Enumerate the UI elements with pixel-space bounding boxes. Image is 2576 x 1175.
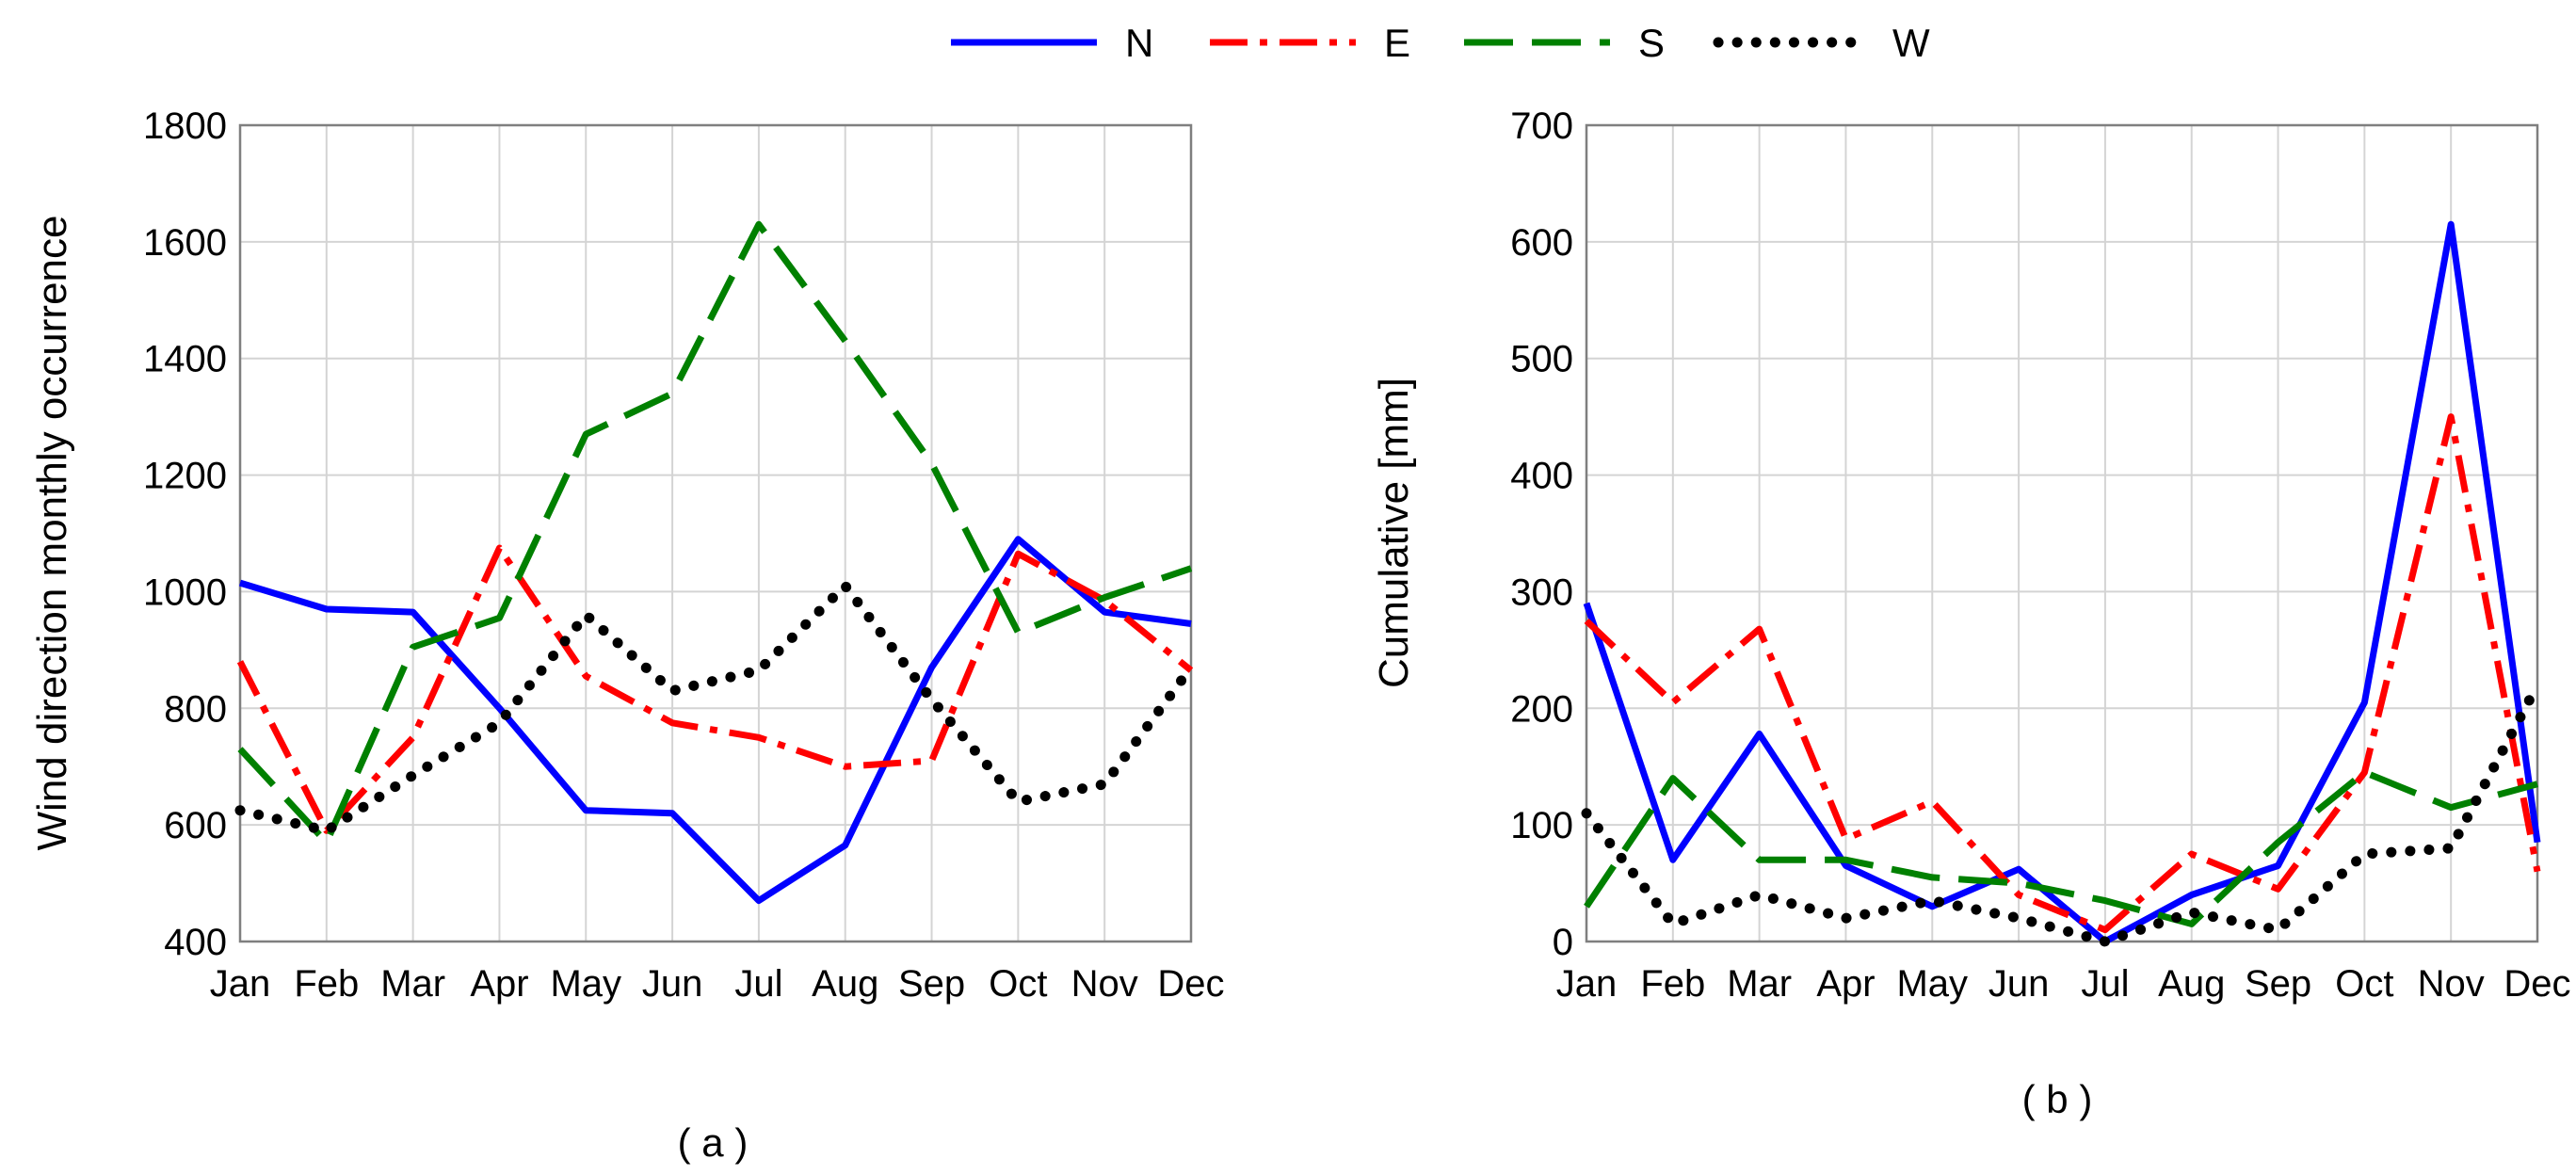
y-tick-label: 1400 (143, 339, 227, 380)
x-tick-label: Sep (2245, 963, 2311, 1005)
y-axis-title-b: Cumulative [mm] (1371, 378, 1417, 688)
plot-frame-a (238, 123, 1193, 943)
x-tick-label: Feb (1640, 963, 1705, 1005)
y-tick-label: 500 (1510, 339, 1573, 380)
x-tick-label: Jan (210, 963, 271, 1005)
series-b (1581, 220, 2543, 947)
y-tick-label: 1600 (143, 222, 227, 264)
legend-label-W: W (1892, 21, 1930, 65)
y-tick-label: 600 (1510, 222, 1573, 264)
series-line-N (1583, 220, 2541, 945)
x-tick-label: Jun (1988, 963, 2050, 1005)
series-line-E (1584, 413, 2541, 934)
y-axis-title-a: Wind direction monthly occurrence (29, 216, 75, 851)
x-tick-label: Jul (2081, 963, 2129, 1005)
y-tick-label: 800 (164, 688, 227, 730)
y-tick-label: 200 (1510, 688, 1573, 730)
y-tick-labels-b: 0 100 200 300 400 500 600 700 (1510, 105, 1573, 963)
x-tick-label: Jan (1556, 963, 1618, 1005)
legend-label-N: N (1125, 21, 1153, 65)
x-tick-label: Aug (2158, 963, 2225, 1005)
plot-area-b (1586, 125, 2537, 942)
plot-frame-b (1585, 123, 2539, 943)
y-tick-label: 600 (164, 805, 227, 846)
y-tick-label: 1200 (143, 456, 227, 497)
y-tick-labels-a: 400 600 800 1000 1200 1400 1600 1800 (143, 105, 227, 963)
x-tick-label: Mar (1727, 963, 1792, 1005)
x-tick-label: Nov (1071, 963, 1138, 1005)
x-tick-label: Apr (470, 963, 528, 1005)
x-tick-label: May (1896, 963, 1968, 1005)
x-tick-label: Mar (380, 963, 445, 1005)
plot-area-a (240, 125, 1191, 942)
grid-b (1586, 125, 2537, 942)
x-tick-label: Aug (812, 963, 878, 1005)
x-tick-label: Feb (294, 963, 359, 1005)
caption-b: ( b ) (2022, 1077, 2093, 1121)
x-tick-label: Dec (1157, 963, 1224, 1005)
y-tick-label: 700 (1510, 105, 1573, 147)
y-tick-label: 300 (1510, 571, 1573, 613)
x-tick-label: Dec (2504, 963, 2570, 1005)
x-tick-label: Sep (898, 963, 965, 1005)
y-tick-label: 1000 (143, 571, 227, 613)
x-tick-label: Apr (1816, 963, 1875, 1005)
x-tick-label: Oct (989, 963, 1047, 1005)
legend-label-S: S (1638, 21, 1665, 65)
x-tick-label: May (550, 963, 621, 1005)
x-tick-label: Oct (2335, 963, 2393, 1005)
y-tick-label: 1800 (143, 105, 227, 147)
x-tick-label: Jun (642, 963, 703, 1005)
y-tick-label: 0 (1553, 922, 1573, 963)
caption-a: ( a ) (678, 1120, 749, 1165)
series-line-S (237, 220, 1193, 846)
chart-a: 400 600 800 1000 1200 1400 1600 1800 Jan Feb Mar A… (29, 105, 1225, 1165)
chart-b: 0 100 200 300 400 500 600 700 Jan Feb Mar Apr May Ju… (1371, 105, 2571, 1121)
x-tick-labels-a: Jan Feb Mar Apr May Jun Jul Aug Sep Oct Nov Dec (210, 963, 1225, 1005)
x-tick-label: Nov (2418, 963, 2485, 1005)
series-line-E (236, 544, 1194, 834)
series-line-N (238, 536, 1192, 905)
y-tick-label: 100 (1510, 805, 1573, 846)
x-tick-label: Jul (734, 963, 782, 1005)
y-tick-label: 400 (164, 922, 227, 963)
series-line-S (1584, 768, 2538, 927)
legend-label-E: E (1384, 21, 1410, 65)
x-tick-labels-b: Jan Feb Mar Apr May Jun Jul Aug Sep Oct Nov Dec (1556, 963, 2571, 1005)
series-line-W (234, 580, 1197, 836)
y-tick-label: 400 (1510, 456, 1573, 497)
series-a (234, 220, 1197, 905)
